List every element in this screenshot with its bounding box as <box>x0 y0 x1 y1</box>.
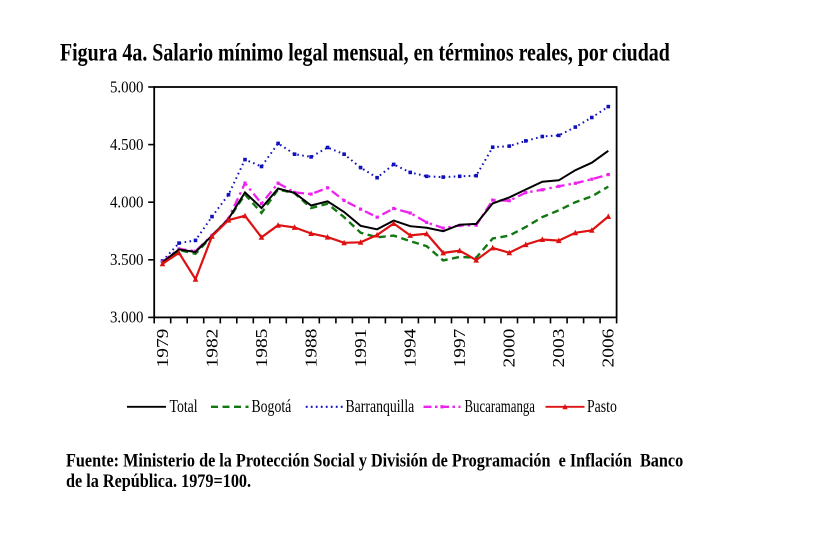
svg-text:2003: 2003 <box>549 329 567 368</box>
svg-text:1979: 1979 <box>153 329 171 368</box>
svg-text:5.000: 5.000 <box>110 79 144 97</box>
svg-text:1997: 1997 <box>450 329 468 368</box>
svg-text:Bogotá: Bogotá <box>252 398 292 417</box>
svg-text:3.500: 3.500 <box>110 251 144 269</box>
svg-text:1994: 1994 <box>401 329 419 368</box>
svg-text:1988: 1988 <box>302 329 320 368</box>
svg-text:4.000: 4.000 <box>110 194 144 212</box>
svg-text:1985: 1985 <box>252 329 270 368</box>
svg-text:1991: 1991 <box>351 329 369 368</box>
svg-text:3.000: 3.000 <box>110 309 144 327</box>
svg-text:Total: Total <box>170 398 199 417</box>
svg-text:1982: 1982 <box>203 329 221 368</box>
svg-text:Barranquilla: Barranquilla <box>346 398 415 417</box>
svg-text:2000: 2000 <box>500 329 518 368</box>
svg-text:Bucaramanga: Bucaramanga <box>465 397 536 416</box>
svg-text:Pasto: Pasto <box>587 398 617 417</box>
svg-text:4.500: 4.500 <box>110 136 144 154</box>
svg-text:2006: 2006 <box>599 329 617 368</box>
